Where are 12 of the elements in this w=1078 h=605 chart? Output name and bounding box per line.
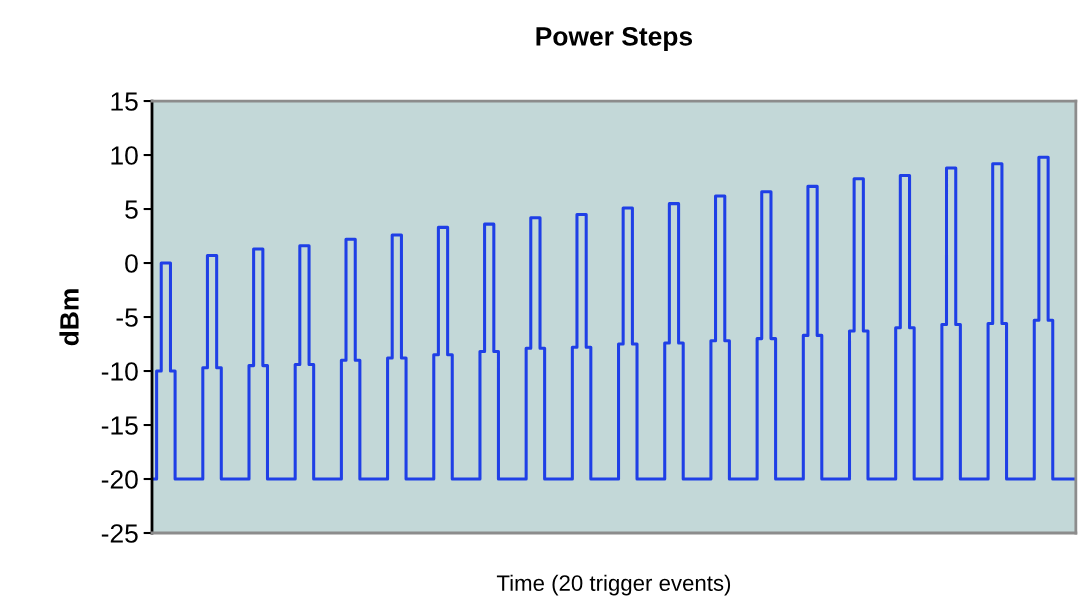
chart-title: Power Steps [536, 27, 693, 51]
y-axis-title: dBm [59, 289, 79, 346]
y-tick-label: -10 [101, 362, 138, 381]
y-tick-label: 10 [111, 146, 138, 165]
x-axis-title: Time (20 trigger events) [496, 574, 731, 596]
y-tick-label: -5 [116, 308, 138, 327]
y-tick-label: -20 [101, 470, 138, 489]
y-tick-label: -25 [101, 524, 138, 543]
y-tick-label: 15 [111, 92, 138, 111]
y-tick-label: 0 [125, 254, 138, 273]
y-tick-label: -15 [101, 416, 138, 435]
y-tick-label: 5 [125, 200, 138, 219]
